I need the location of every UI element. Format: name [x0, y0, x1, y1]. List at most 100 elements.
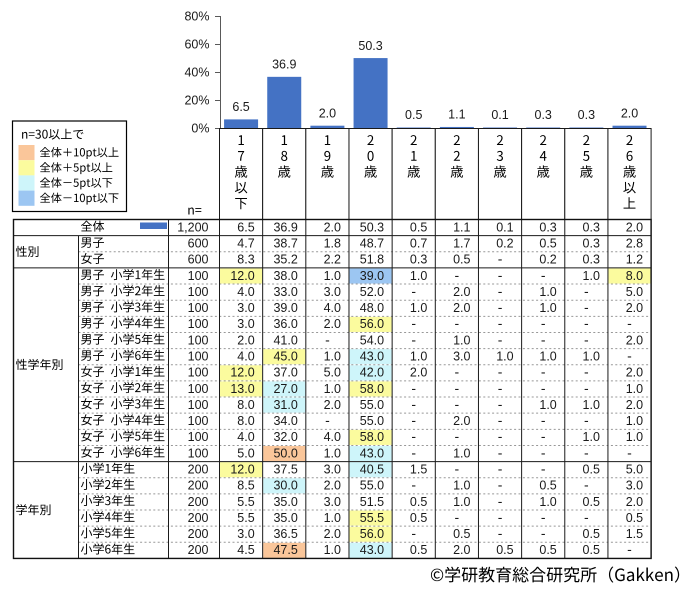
svg-text:-: - — [584, 477, 589, 493]
svg-text:36.9: 36.9 — [272, 58, 296, 72]
svg-text:-: - — [498, 331, 503, 347]
svg-text:52.0: 52.0 — [360, 285, 384, 299]
svg-text:1.0: 1.0 — [453, 333, 470, 347]
svg-text:0.5: 0.5 — [583, 463, 600, 477]
svg-text:600: 600 — [188, 237, 209, 251]
svg-text:2.0: 2.0 — [324, 527, 341, 541]
svg-text:55.0: 55.0 — [360, 398, 384, 412]
svg-text:-: - — [455, 509, 460, 525]
svg-text:0.1: 0.1 — [496, 220, 513, 234]
svg-text:-: - — [498, 364, 503, 380]
svg-text:1.0: 1.0 — [583, 269, 600, 283]
svg-text:1.0: 1.0 — [583, 430, 600, 444]
svg-text:45.0: 45.0 — [273, 350, 297, 364]
svg-text:12.0: 12.0 — [230, 269, 254, 283]
svg-text:-: - — [411, 380, 416, 396]
svg-text:600: 600 — [188, 253, 209, 267]
svg-text:0.2: 0.2 — [539, 253, 556, 267]
svg-text:-: - — [325, 412, 330, 428]
svg-text:1.0: 1.0 — [324, 382, 341, 396]
svg-text:100: 100 — [188, 446, 209, 460]
svg-text:0.7: 0.7 — [410, 237, 427, 251]
svg-text:-: - — [541, 380, 546, 396]
svg-text:0.5: 0.5 — [410, 511, 427, 525]
svg-text:-: - — [411, 331, 416, 347]
svg-text:-: - — [584, 444, 589, 460]
svg-text:1.0: 1.0 — [410, 301, 427, 315]
svg-text:0.3: 0.3 — [535, 108, 552, 122]
svg-text:51.8: 51.8 — [360, 253, 384, 267]
svg-text:41.0: 41.0 — [273, 333, 297, 347]
svg-text:3.0: 3.0 — [237, 301, 254, 315]
svg-text:1.0: 1.0 — [324, 446, 341, 460]
svg-text:50.3: 50.3 — [360, 220, 384, 234]
svg-text:0.3: 0.3 — [583, 220, 600, 234]
svg-text:-: - — [498, 509, 503, 525]
svg-text:35.2: 35.2 — [273, 253, 297, 267]
svg-text:2.0: 2.0 — [319, 106, 336, 120]
svg-text:-: - — [325, 331, 330, 347]
svg-text:55.0: 55.0 — [360, 414, 384, 428]
svg-text:-: - — [541, 315, 546, 331]
svg-text:37.5: 37.5 — [273, 463, 297, 477]
svg-text:100: 100 — [188, 317, 209, 331]
svg-text:38.7: 38.7 — [273, 237, 297, 251]
svg-text:1.0: 1.0 — [324, 350, 341, 364]
svg-text:6.5: 6.5 — [237, 220, 254, 234]
svg-text:-: - — [541, 267, 546, 283]
svg-text:-: - — [498, 251, 503, 267]
svg-text:-: - — [411, 396, 416, 412]
svg-text:-: - — [498, 267, 503, 283]
svg-text:35.0: 35.0 — [273, 511, 297, 525]
svg-text:0.5: 0.5 — [453, 527, 470, 541]
svg-text:1.0: 1.0 — [410, 269, 427, 283]
svg-text:55.5: 55.5 — [360, 511, 384, 525]
svg-text:0.5: 0.5 — [410, 220, 427, 234]
svg-text:-: - — [455, 396, 460, 412]
svg-text:1.0: 1.0 — [496, 350, 513, 364]
svg-text:-: - — [498, 299, 503, 315]
svg-text:-: - — [455, 461, 460, 477]
svg-text:8.5: 8.5 — [237, 479, 254, 493]
svg-text:-: - — [584, 364, 589, 380]
svg-text:-: - — [627, 444, 632, 460]
svg-text:1.0: 1.0 — [324, 269, 341, 283]
svg-text:32.0: 32.0 — [273, 430, 297, 444]
svg-text:4.7: 4.7 — [237, 237, 254, 251]
svg-text:-: - — [627, 315, 632, 331]
svg-text:200: 200 — [188, 463, 209, 477]
svg-text:-: - — [455, 315, 460, 331]
svg-text:36.0: 36.0 — [273, 317, 297, 331]
svg-text:3.0: 3.0 — [324, 463, 341, 477]
svg-text:1,200: 1,200 — [177, 220, 208, 234]
svg-text:30.0: 30.0 — [273, 479, 297, 493]
svg-text:2.0: 2.0 — [621, 106, 638, 120]
svg-text:-: - — [498, 380, 503, 396]
svg-text:33.0: 33.0 — [273, 285, 297, 299]
svg-text:1.1: 1.1 — [453, 220, 470, 234]
svg-text:-: - — [411, 477, 416, 493]
svg-text:4.0: 4.0 — [324, 430, 341, 444]
svg-text:0.1: 0.1 — [491, 108, 508, 122]
svg-text:4.0: 4.0 — [237, 285, 254, 299]
svg-text:0.3: 0.3 — [410, 253, 427, 267]
svg-text:0.5: 0.5 — [539, 237, 556, 251]
svg-text:-: - — [584, 299, 589, 315]
svg-text:1.7: 1.7 — [453, 237, 470, 251]
svg-text:43.0: 43.0 — [360, 446, 384, 460]
svg-text:200: 200 — [188, 527, 209, 541]
svg-text:3.0: 3.0 — [626, 479, 643, 493]
svg-text:3.0: 3.0 — [324, 285, 341, 299]
svg-text:43.0: 43.0 — [360, 543, 384, 557]
svg-text:8.0: 8.0 — [237, 398, 254, 412]
svg-text:5.0: 5.0 — [324, 366, 341, 380]
svg-text:-: - — [541, 461, 546, 477]
svg-text:5.0: 5.0 — [626, 285, 643, 299]
svg-text:0.3: 0.3 — [583, 237, 600, 251]
svg-text:4.0: 4.0 — [237, 350, 254, 364]
svg-text:1.0: 1.0 — [539, 350, 556, 364]
svg-text:1.0: 1.0 — [583, 398, 600, 412]
svg-text:-: - — [498, 283, 503, 299]
svg-text:40%: 40% — [184, 66, 209, 80]
svg-text:39.0: 39.0 — [273, 301, 297, 315]
